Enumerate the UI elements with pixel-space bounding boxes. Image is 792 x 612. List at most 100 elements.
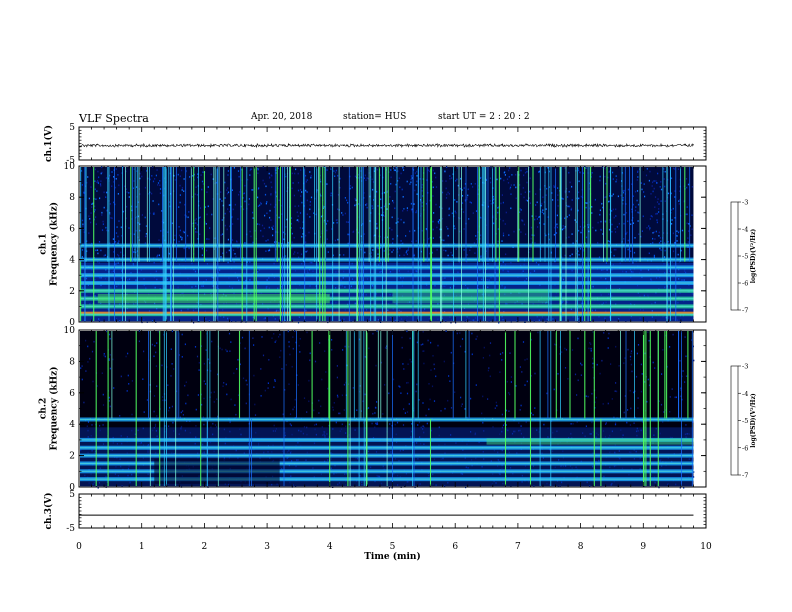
noise-speck: [406, 382, 408, 384]
noise-speck: [426, 228, 428, 231]
noise-speck: [211, 213, 213, 216]
noise-speck: [652, 181, 654, 184]
noise-speck: [436, 226, 438, 229]
noise-speck: [313, 212, 315, 214]
noise-speck: [260, 368, 262, 370]
noise-speck: [388, 392, 390, 395]
noise-speck: [320, 195, 322, 197]
noise-speck: [531, 234, 533, 236]
noise-speck: [623, 411, 625, 414]
noise-speck: [403, 221, 405, 224]
noise-speck: [394, 169, 396, 172]
noise-speck: [265, 250, 267, 252]
noise-speck: [608, 200, 611, 203]
noise-speck: [599, 209, 601, 212]
noise-speck: [136, 216, 138, 218]
noise-speck: [337, 194, 340, 196]
noise-speck: [472, 186, 474, 188]
noise-speck: [611, 223, 613, 226]
noise-speck: [298, 220, 300, 223]
noise-speck: [476, 238, 478, 240]
noise-speck: [402, 196, 404, 198]
noise-speck: [159, 246, 161, 249]
noise-speck: [112, 358, 114, 361]
noise-speck: [382, 176, 384, 179]
ch3-waveform-xticks: [78, 494, 707, 528]
noise-speck: [173, 368, 175, 370]
noise-speck: [519, 211, 521, 213]
noise-speck: [295, 168, 297, 171]
noise-speck: [390, 176, 392, 179]
noise-speck: [282, 231, 284, 234]
noise-speck: [524, 384, 526, 386]
noise-speck: [310, 196, 313, 199]
noise-speck: [588, 230, 590, 233]
noise-speck: [645, 174, 648, 177]
figure-title: VLF Spectra: [79, 112, 149, 125]
noise-speck: [185, 215, 187, 217]
noise-speck: [272, 228, 274, 230]
noise-speck: [464, 199, 466, 201]
noise-speck: [179, 194, 181, 196]
noise-speck: [599, 213, 601, 216]
noise-speck: [519, 366, 521, 368]
noise-speck: [280, 204, 282, 207]
noise-speck: [96, 181, 98, 183]
noise-speck: [136, 186, 138, 188]
noise-speck: [206, 191, 208, 193]
noise-speck: [571, 349, 574, 351]
noise-speck: [479, 177, 481, 179]
noise-speck: [594, 198, 596, 201]
noise-speck: [199, 216, 201, 219]
noise-speck: [400, 218, 402, 221]
noise-speck: [611, 195, 613, 197]
ch2-spectrogram-tick-label: 8: [69, 357, 75, 367]
noise-speck: [257, 168, 259, 171]
noise-speck: [435, 203, 437, 206]
noise-speck: [302, 233, 304, 235]
noise-speck: [398, 177, 400, 179]
noise-speck: [344, 197, 346, 199]
noise-speck: [566, 187, 568, 190]
noise-speck: [155, 351, 157, 354]
noise-speck: [567, 205, 569, 208]
noise-speck: [380, 214, 383, 216]
noise-speck: [105, 226, 107, 229]
noise-speck: [633, 422, 635, 424]
noise-speck: [241, 336, 244, 339]
noise-speck: [372, 332, 374, 335]
noise-speck: [410, 178, 412, 181]
noise-speck: [647, 378, 649, 381]
noise-speck: [135, 216, 137, 219]
noise-speck: [257, 167, 259, 170]
ch3-waveform-ylabel: ch.3(V): [43, 493, 54, 530]
noise-speck: [183, 190, 185, 192]
noise-speck: [107, 177, 109, 180]
noise-speck: [232, 223, 234, 225]
noise-speck: [600, 228, 602, 231]
noise-speck: [109, 405, 111, 408]
noise-speck: [528, 197, 530, 199]
x-tick-label: 0: [76, 542, 82, 552]
noise-speck: [519, 409, 521, 411]
noise-speck: [526, 170, 528, 173]
noise-speck: [534, 218, 536, 221]
noise-speck: [213, 401, 215, 403]
noise-speck: [300, 253, 303, 255]
noise-speck: [280, 349, 282, 352]
noise-speck: [235, 255, 237, 258]
noise-speck: [435, 186, 438, 188]
noise-speck: [323, 241, 325, 244]
noise-speck: [262, 235, 264, 238]
noise-speck: [510, 381, 512, 383]
noise-speck: [232, 249, 235, 251]
noise-speck: [118, 255, 120, 257]
noise-speck: [463, 228, 465, 230]
noise-speck: [360, 176, 362, 179]
noise-speck: [630, 363, 632, 366]
noise-speck: [271, 226, 273, 229]
noise-speck: [271, 186, 273, 189]
noise-speck: [130, 205, 133, 208]
noise-speck: [237, 246, 239, 249]
noise-speck: [179, 184, 181, 187]
